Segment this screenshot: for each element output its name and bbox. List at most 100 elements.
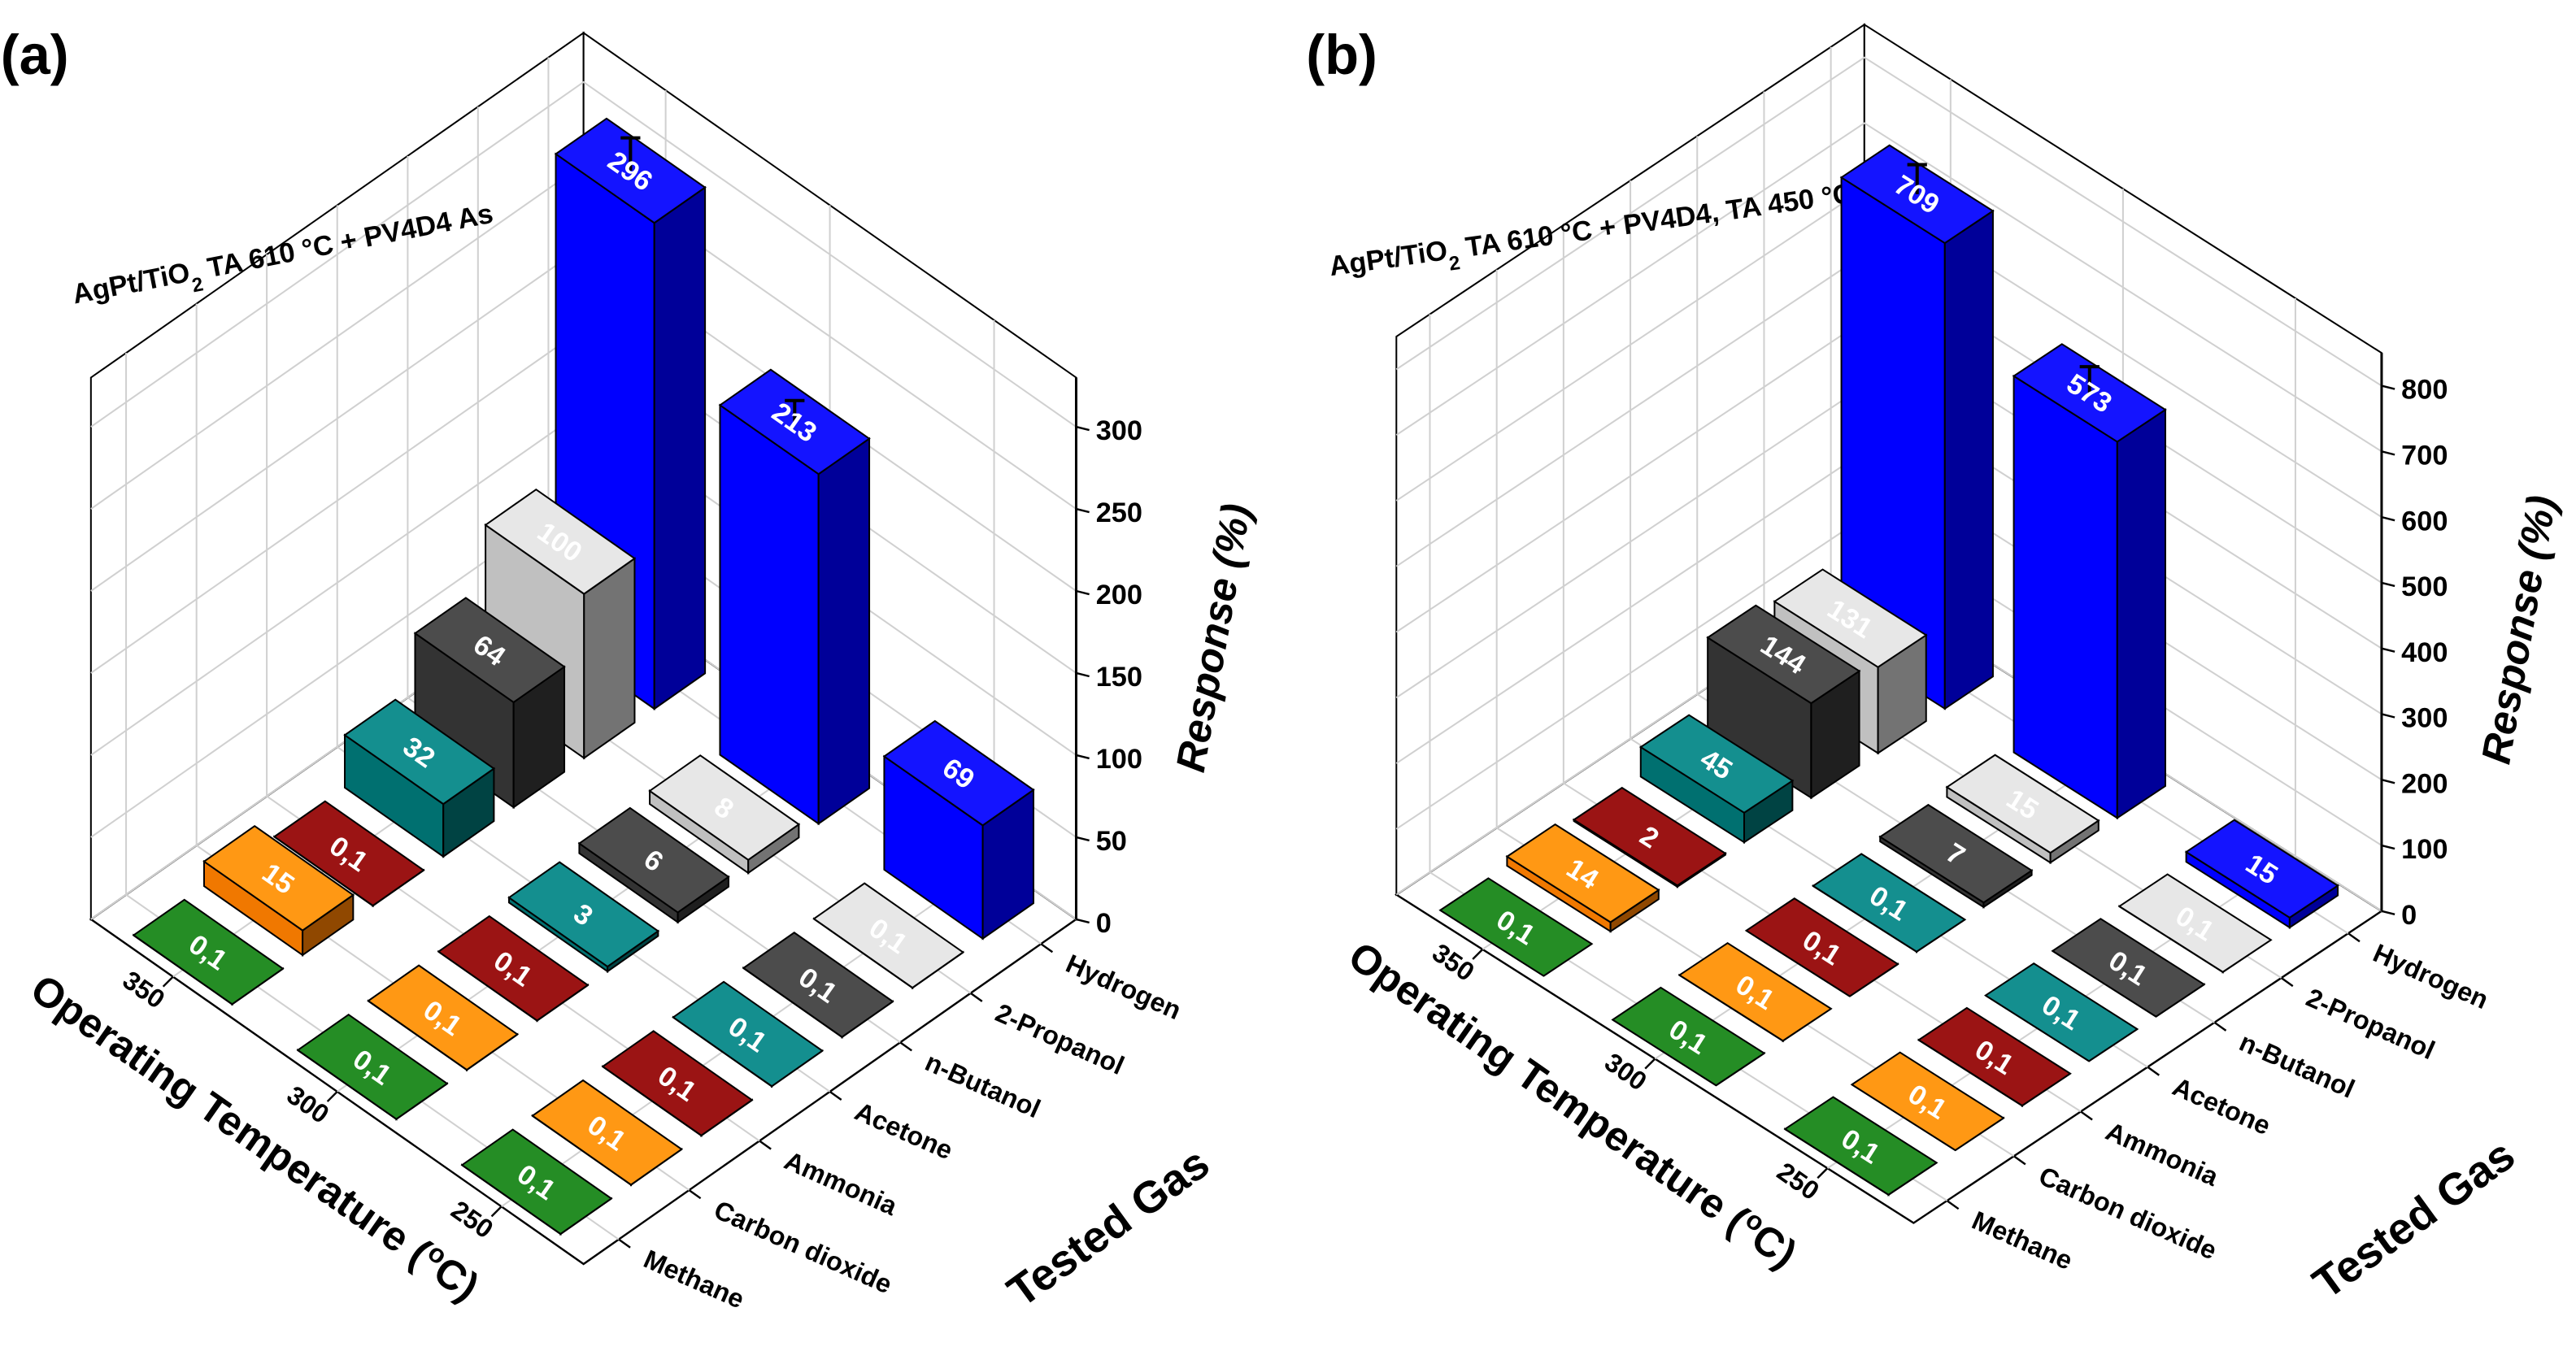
x-tick-label: 300 bbox=[1599, 1047, 1652, 1096]
bar-top bbox=[1572, 786, 1727, 887]
bar-top bbox=[507, 861, 660, 968]
bar-top bbox=[1783, 1096, 1939, 1196]
bar-side bbox=[2116, 408, 2166, 820]
x-tick-label: 250 bbox=[1772, 1157, 1825, 1205]
z-tick-label: 250 bbox=[1096, 497, 1142, 528]
panel-label: (b) bbox=[1306, 24, 1377, 86]
z-tick bbox=[1076, 425, 1090, 432]
y-tick bbox=[1040, 943, 1054, 954]
grid-line bbox=[1429, 314, 1948, 1201]
bar-top bbox=[202, 824, 355, 932]
y-tick-label: Methane bbox=[639, 1244, 748, 1314]
bar-top bbox=[1638, 714, 1795, 815]
bar-front bbox=[2012, 374, 2118, 820]
z-tick-label: 600 bbox=[2401, 506, 2448, 536]
y-tick bbox=[2013, 1155, 2026, 1166]
y-tick bbox=[688, 1189, 702, 1200]
y-tick bbox=[2348, 932, 2361, 943]
bar-top bbox=[1773, 568, 1928, 668]
grid-line bbox=[1495, 269, 2015, 1158]
chart-title-part: AgPt/TiO bbox=[70, 257, 193, 310]
bar-top bbox=[132, 898, 285, 1006]
bar-top bbox=[601, 1030, 754, 1137]
grid-line bbox=[407, 155, 901, 1044]
bar-side bbox=[1943, 209, 1994, 710]
y-axis-title: Tested Gas bbox=[2304, 1130, 2523, 1309]
y-tick-label: Acetone bbox=[2169, 1071, 2275, 1140]
z-tick-label: 700 bbox=[2401, 441, 2448, 471]
bar-top bbox=[882, 719, 1035, 827]
x-tick bbox=[326, 1091, 338, 1102]
bar-top bbox=[1811, 853, 1967, 953]
bar-side bbox=[817, 437, 871, 826]
y-tick bbox=[1946, 1200, 1960, 1210]
z-tick bbox=[1076, 918, 1090, 924]
bar-top bbox=[460, 1128, 613, 1236]
bar-top bbox=[577, 806, 730, 914]
z-tick-label: 100 bbox=[1096, 744, 1142, 775]
bar-top bbox=[2117, 873, 2273, 973]
y-tick bbox=[2080, 1110, 2093, 1121]
grid-line bbox=[336, 205, 831, 1093]
bar-top bbox=[367, 964, 520, 1071]
chart-title-part: 2 bbox=[190, 273, 205, 297]
z-tick-label: 300 bbox=[1096, 415, 1142, 446]
y-tick-label: 2-Propanol bbox=[991, 998, 1129, 1080]
y-tick-label: Hydrogen bbox=[1062, 949, 1186, 1025]
z-tick bbox=[2381, 713, 2395, 719]
bar-top bbox=[296, 1013, 449, 1120]
x-tick-label: 350 bbox=[117, 965, 170, 1014]
z-tick bbox=[1076, 671, 1090, 678]
bar-top bbox=[1706, 604, 1861, 705]
y-tick bbox=[829, 1090, 842, 1101]
bar-top bbox=[1917, 1006, 2072, 1107]
grid-line bbox=[1630, 180, 2148, 1068]
bar-top bbox=[1505, 823, 1660, 923]
y-tick bbox=[2280, 977, 2294, 988]
z-tick bbox=[2381, 844, 2395, 850]
chart-title-part: AgPt/TiO bbox=[1327, 235, 1449, 282]
z-tick-label: 0 bbox=[2401, 900, 2417, 931]
z-tick-label: 200 bbox=[2401, 768, 2448, 799]
z-tick-label: 200 bbox=[1096, 580, 1142, 610]
z-tick-label: 400 bbox=[2401, 637, 2448, 668]
z-tick-label: 50 bbox=[1096, 826, 1127, 857]
bar-top bbox=[531, 1079, 683, 1186]
z-tick bbox=[1076, 754, 1090, 760]
y-tick-label: Acetone bbox=[851, 1097, 957, 1166]
y-tick-label: Hydrogen bbox=[2369, 938, 2492, 1014]
y-tick-label: Ammonia bbox=[2101, 1116, 2223, 1192]
grid-line bbox=[1562, 224, 2082, 1113]
grid-line bbox=[195, 303, 690, 1191]
grid-line bbox=[1395, 122, 2382, 453]
bar-top bbox=[1945, 754, 2100, 854]
z-tick bbox=[2381, 910, 2395, 916]
bar-top bbox=[672, 980, 825, 1088]
bar-top bbox=[648, 754, 801, 862]
z-tick-label: 800 bbox=[2401, 375, 2448, 406]
z-tick bbox=[2381, 515, 2395, 522]
grid-line bbox=[90, 80, 1077, 428]
y-tick bbox=[899, 1041, 912, 1052]
bar-top bbox=[343, 698, 496, 806]
bar-top bbox=[812, 882, 965, 989]
y-tick-label: Methane bbox=[1968, 1205, 2077, 1275]
y-tick bbox=[2213, 1021, 2227, 1032]
grid-line bbox=[125, 353, 620, 1240]
x-tick bbox=[162, 975, 174, 988]
z-tick bbox=[2381, 647, 2395, 653]
z-tick bbox=[2381, 384, 2395, 390]
bar-top bbox=[2184, 819, 2339, 919]
z-axis-title: Response (%) bbox=[2472, 492, 2565, 767]
y-tick-label: n-Butanol bbox=[2235, 1027, 2359, 1104]
grid-line bbox=[266, 254, 760, 1142]
panel-label: (a) bbox=[1, 24, 69, 86]
grid-line bbox=[1696, 136, 2215, 1023]
x-tick-label: 250 bbox=[446, 1195, 498, 1244]
x-tick bbox=[1644, 1058, 1656, 1070]
z-tick bbox=[2381, 450, 2395, 456]
x-tick bbox=[490, 1205, 503, 1218]
bar-top bbox=[1878, 803, 2034, 904]
